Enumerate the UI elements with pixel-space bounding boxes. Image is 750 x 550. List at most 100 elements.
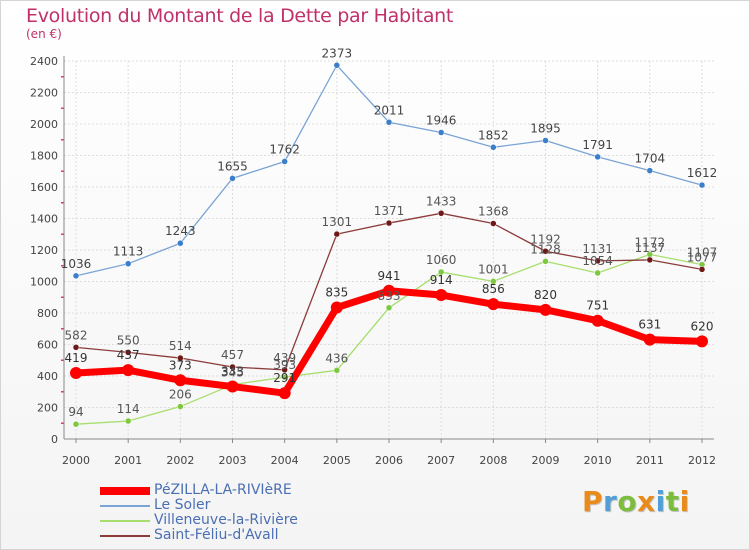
legend-swatch: [100, 519, 150, 522]
series-point-1: [698, 181, 706, 189]
data-label: 2011: [374, 103, 405, 117]
legend-item: Le Soler: [100, 497, 420, 513]
series-point-1: [646, 167, 654, 174]
data-label: 1371: [374, 204, 405, 218]
data-label: 1704: [635, 152, 666, 166]
series-point-2: [437, 268, 445, 276]
legend-item: PéZILLA-LA-RIVIèRE: [100, 482, 420, 498]
data-label: 1433: [426, 194, 457, 208]
data-label: 1137: [635, 241, 666, 255]
data-label: 1131: [582, 242, 613, 256]
y-tick-label: 600: [37, 339, 58, 352]
legend-label: Saint-Féliu-d'Avall: [154, 527, 279, 543]
series-point-3: [490, 220, 497, 227]
series-point-1: [177, 239, 184, 247]
series-point-0: [487, 298, 500, 311]
series-point-1: [490, 144, 497, 151]
logo-letter: i: [655, 485, 666, 518]
logo-letter: r: [603, 485, 618, 518]
data-label: 833: [378, 289, 401, 303]
proxiti-logo: Proxiti: [582, 485, 690, 518]
x-tick-label: 2004: [271, 454, 299, 467]
series-point-2: [490, 278, 497, 285]
data-label: 333: [221, 365, 244, 379]
data-label: 1368: [478, 205, 509, 219]
data-label: 1243: [165, 224, 196, 238]
data-label: 550: [117, 333, 140, 347]
series-point-2: [177, 403, 184, 410]
series-point-1: [542, 137, 549, 144]
y-tick-label: 1800: [30, 150, 58, 163]
series-point-3: [646, 256, 654, 264]
logo-letter: t: [665, 485, 680, 518]
x-tick-label: 2003: [219, 454, 247, 467]
series-point-2: [385, 304, 393, 312]
series-point-0: [330, 301, 343, 314]
data-label: 1128: [530, 242, 561, 256]
series-point-0: [383, 284, 395, 297]
data-label: 620: [691, 319, 714, 333]
series-point-0: [174, 374, 187, 387]
y-tick-label: 2000: [30, 118, 58, 131]
series-point-0: [591, 314, 604, 327]
data-label: 1895: [530, 122, 561, 136]
data-label: 1762: [269, 142, 300, 156]
data-label: 1192: [530, 232, 561, 246]
y-tick-label: 800: [37, 307, 58, 320]
y-tick-label: 1200: [30, 244, 58, 257]
series-point-3: [72, 344, 80, 351]
x-tick-label: 2001: [114, 454, 142, 467]
series-point-1: [229, 175, 236, 182]
data-label: 914: [430, 273, 453, 287]
data-label: 1852: [478, 128, 509, 142]
data-label: 582: [65, 328, 88, 342]
data-label: 1791: [582, 138, 613, 152]
chart-subtitle: (en €): [26, 27, 62, 41]
data-label: 751: [586, 299, 609, 313]
chart-title: Evolution du Montant de la Dette par Hab…: [26, 5, 454, 27]
x-tick-label: 2008: [479, 454, 507, 467]
series-point-2: [124, 417, 132, 425]
data-label: 419: [65, 351, 88, 365]
series-point-1: [72, 272, 80, 280]
y-tick-label: 200: [37, 402, 58, 415]
legend-swatch: [100, 534, 150, 537]
series-point-3: [594, 257, 601, 265]
data-label: 436: [325, 351, 348, 365]
data-label: 1077: [687, 250, 718, 264]
x-tick-label: 2010: [584, 454, 612, 467]
data-labels: 419 437 373 333 291 835 941 914 856 820 751 631 620 1…: [61, 46, 718, 419]
data-label: 439: [273, 351, 296, 365]
data-label: 514: [169, 339, 192, 353]
legend-item: Saint-Féliu-d'Avall: [100, 527, 420, 543]
series-point-0: [435, 289, 448, 302]
series-point-1: [124, 260, 132, 267]
data-label: 1655: [217, 159, 248, 173]
series-point-1: [385, 119, 393, 126]
legend-swatch: [100, 486, 150, 495]
series-point-0: [122, 364, 135, 377]
series-point-3: [177, 354, 184, 362]
data-label: 457: [221, 348, 244, 362]
data-label: 820: [534, 288, 557, 302]
series-point-1: [437, 129, 445, 136]
x-tick-label: 2011: [636, 454, 664, 467]
data-label: 1301: [322, 215, 353, 229]
x-tick-label: 2006: [375, 454, 403, 467]
data-label: 1113: [113, 245, 144, 259]
data-label: 393: [273, 358, 296, 372]
legend-label: Villeneuve-la-Rivière: [154, 512, 298, 528]
series-point-2: [594, 269, 601, 277]
series-point-3: [333, 230, 341, 238]
series-point-3: [698, 266, 706, 273]
y-tick-label: 400: [37, 370, 58, 383]
series-point-0: [643, 333, 656, 346]
data-label: 1060: [426, 253, 457, 267]
logo-letter: x: [637, 485, 656, 518]
series-point-1: [281, 158, 288, 165]
series-point-3: [385, 219, 393, 227]
data-label: 1107: [687, 246, 718, 260]
data-label: 345: [221, 366, 244, 380]
